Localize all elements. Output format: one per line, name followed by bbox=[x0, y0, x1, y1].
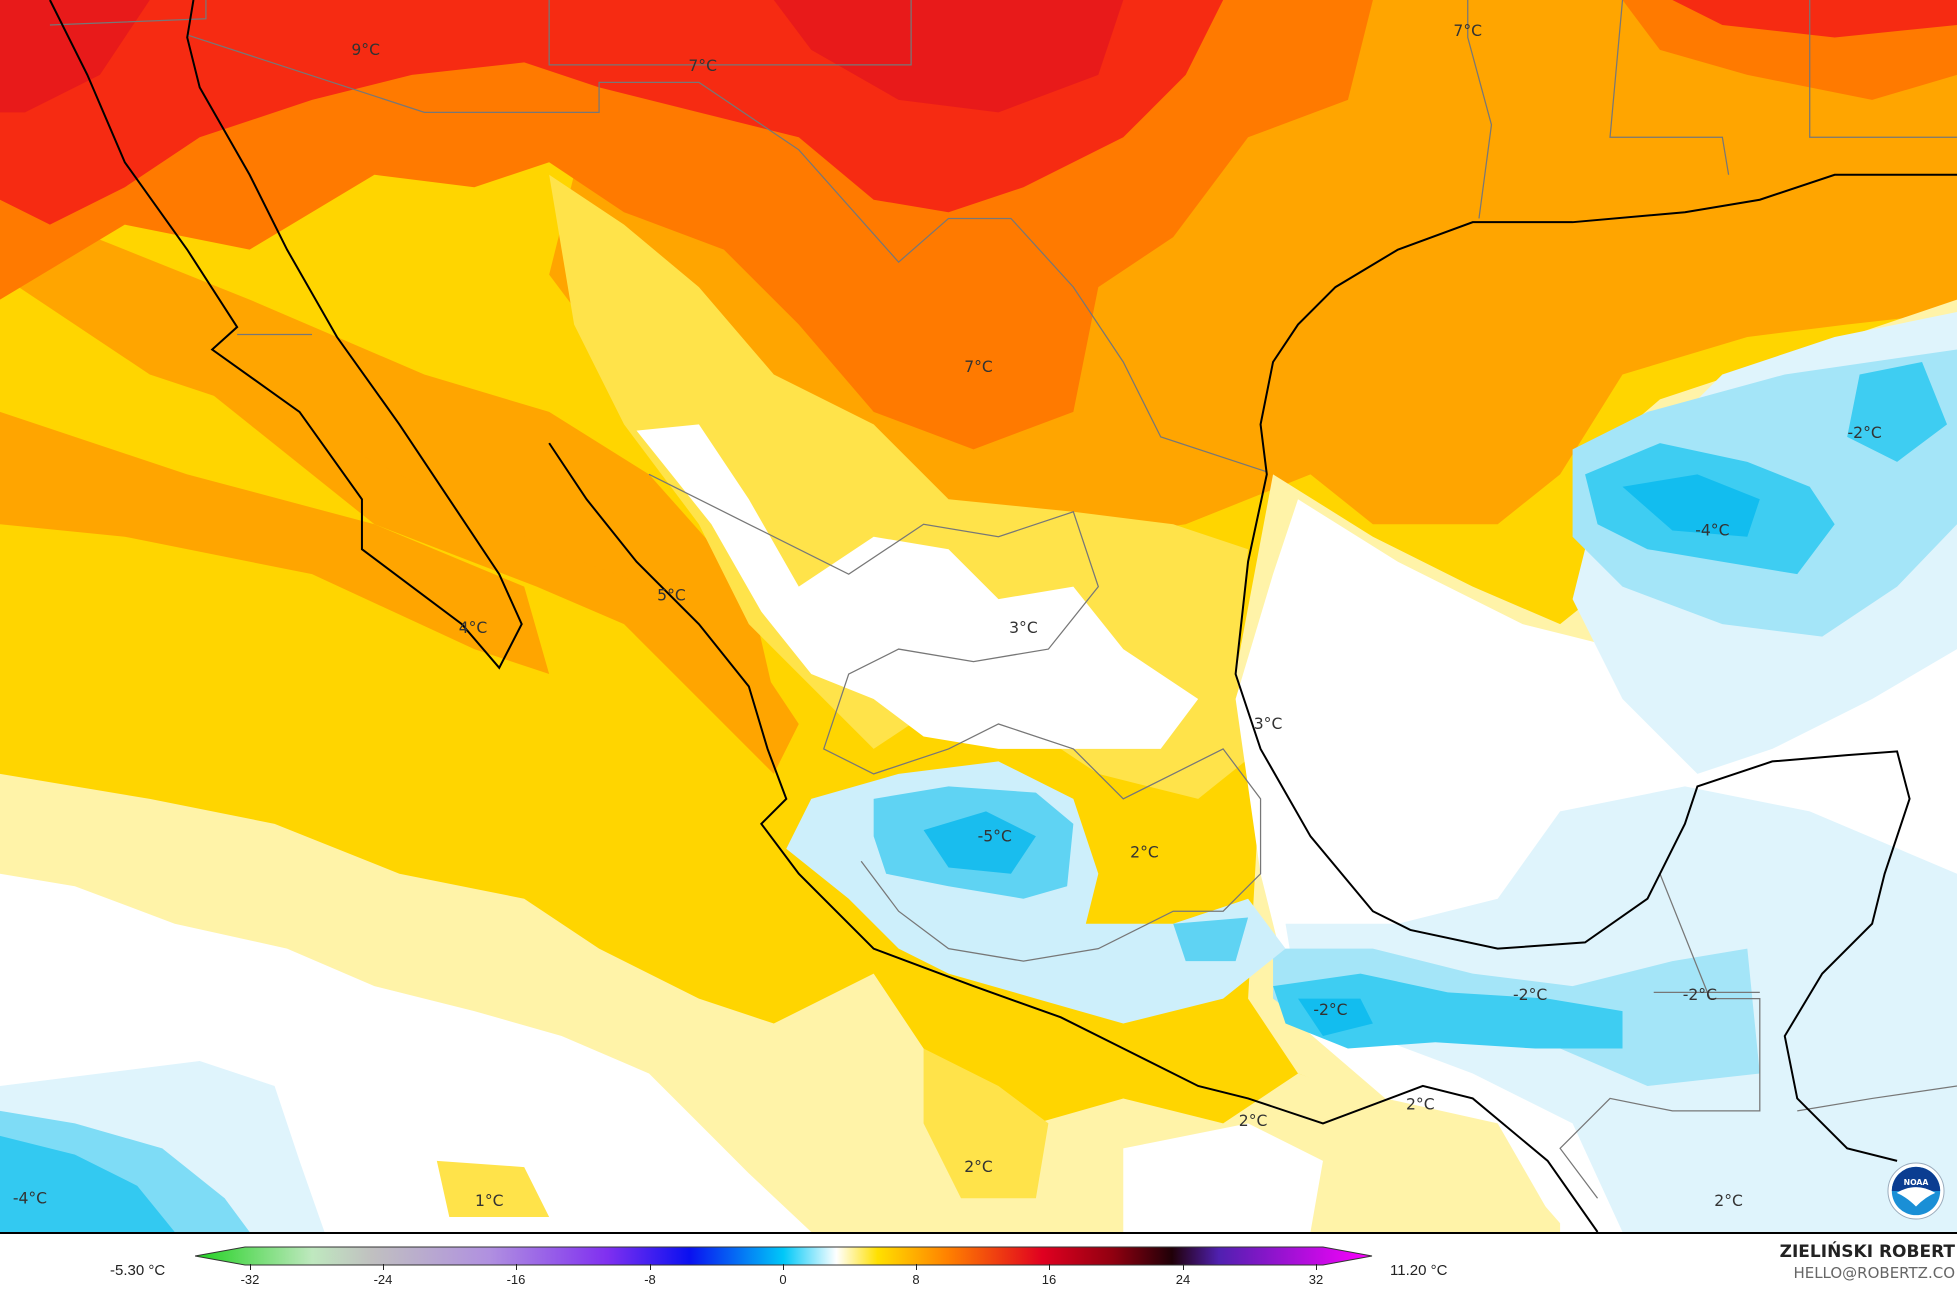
max-value: 11.20 °C bbox=[1390, 1262, 1448, 1279]
colorbar bbox=[195, 1246, 1373, 1266]
region-yellow-pacific-patch bbox=[436, 1048, 1049, 1218]
region-blue-pacific-3 bbox=[0, 1135, 175, 1232]
contour-label: -4°C bbox=[1695, 521, 1729, 539]
region-red bbox=[0, 0, 1957, 225]
contour-label: 5°C bbox=[657, 586, 686, 604]
contour-label: 7°C bbox=[1453, 22, 1482, 40]
region-blue-east bbox=[1273, 361, 1948, 1049]
region-orange-west bbox=[0, 199, 787, 749]
contour-label: 3°C bbox=[1254, 715, 1283, 733]
colorbar-tick: 0 bbox=[779, 1272, 787, 1287]
contour-label: 7°C bbox=[688, 57, 717, 75]
min-value: -5.30 °C bbox=[110, 1262, 166, 1279]
svg-text:NOAA: NOAA bbox=[1904, 1178, 1929, 1187]
region-deep-red bbox=[0, 0, 1124, 113]
contour-label: 2°C bbox=[1406, 1096, 1435, 1114]
colorbar-tick: 32 bbox=[1308, 1272, 1324, 1287]
contour-label: 2°C bbox=[1714, 1192, 1743, 1210]
legend-bar: -5.30 °C -32 -24 -16 - bbox=[0, 1232, 1957, 1289]
colorbar-tick: -32 bbox=[240, 1272, 260, 1287]
author-email: HELLO@ROBERTZ.CO bbox=[1793, 1264, 1955, 1282]
contour-label: -5°C bbox=[978, 827, 1012, 845]
colorbar-tick: -8 bbox=[644, 1272, 656, 1287]
colorbar-tick: -24 bbox=[373, 1272, 393, 1287]
contour-label: 4°C bbox=[459, 619, 488, 637]
colorbar-tick: 16 bbox=[1041, 1272, 1057, 1287]
contour-label: -2°C bbox=[1313, 1001, 1347, 1019]
region-white-plateau bbox=[636, 424, 1199, 749]
region-deep-blue-east bbox=[1298, 474, 1760, 1037]
contour-label: -4°C bbox=[13, 1189, 47, 1207]
region-deep-blue-central bbox=[923, 811, 1036, 874]
contour-label: 2°C bbox=[1239, 1112, 1268, 1130]
colorbar-tick: 8 bbox=[912, 1272, 920, 1287]
contour-label: 2°C bbox=[1130, 844, 1159, 862]
temperature-map: 9°C 7°C 7°C 7°C -2°C -4°C 5°C 4°C 3°C 3°… bbox=[0, 0, 1957, 1232]
contour-label: 2°C bbox=[964, 1158, 993, 1176]
contour-label: -2°C bbox=[1513, 986, 1547, 1004]
colorbar-tick: -16 bbox=[506, 1272, 526, 1287]
contour-label: -2°C bbox=[1848, 424, 1882, 442]
contour-label: 3°C bbox=[1009, 619, 1038, 637]
political-borders bbox=[49, 0, 1957, 1199]
contour-label: 7°C bbox=[964, 358, 993, 376]
colorbar-tick: 24 bbox=[1175, 1272, 1191, 1287]
region-white-pacific bbox=[0, 873, 1323, 1232]
contour-label: -2°C bbox=[1683, 986, 1717, 1004]
author-name: ZIELIŃSKI ROBERT bbox=[1779, 1242, 1955, 1262]
noaa-logo: NOAA bbox=[1887, 1162, 1945, 1220]
coastlines bbox=[49, 0, 1957, 1232]
contour-label: 1°C bbox=[475, 1192, 504, 1210]
contour-label: 9°C bbox=[351, 41, 380, 59]
contour-labels: 9°C 7°C 7°C 7°C -2°C -4°C 5°C 4°C 3°C 3°… bbox=[13, 22, 1882, 1210]
